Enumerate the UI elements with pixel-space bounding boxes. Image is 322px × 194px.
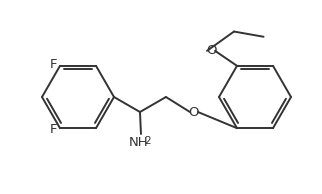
Text: F: F bbox=[50, 58, 57, 71]
Text: F: F bbox=[50, 123, 57, 136]
Text: NH: NH bbox=[129, 136, 149, 149]
Text: O: O bbox=[206, 44, 216, 57]
Text: O: O bbox=[189, 106, 199, 119]
Text: 2: 2 bbox=[145, 136, 151, 146]
